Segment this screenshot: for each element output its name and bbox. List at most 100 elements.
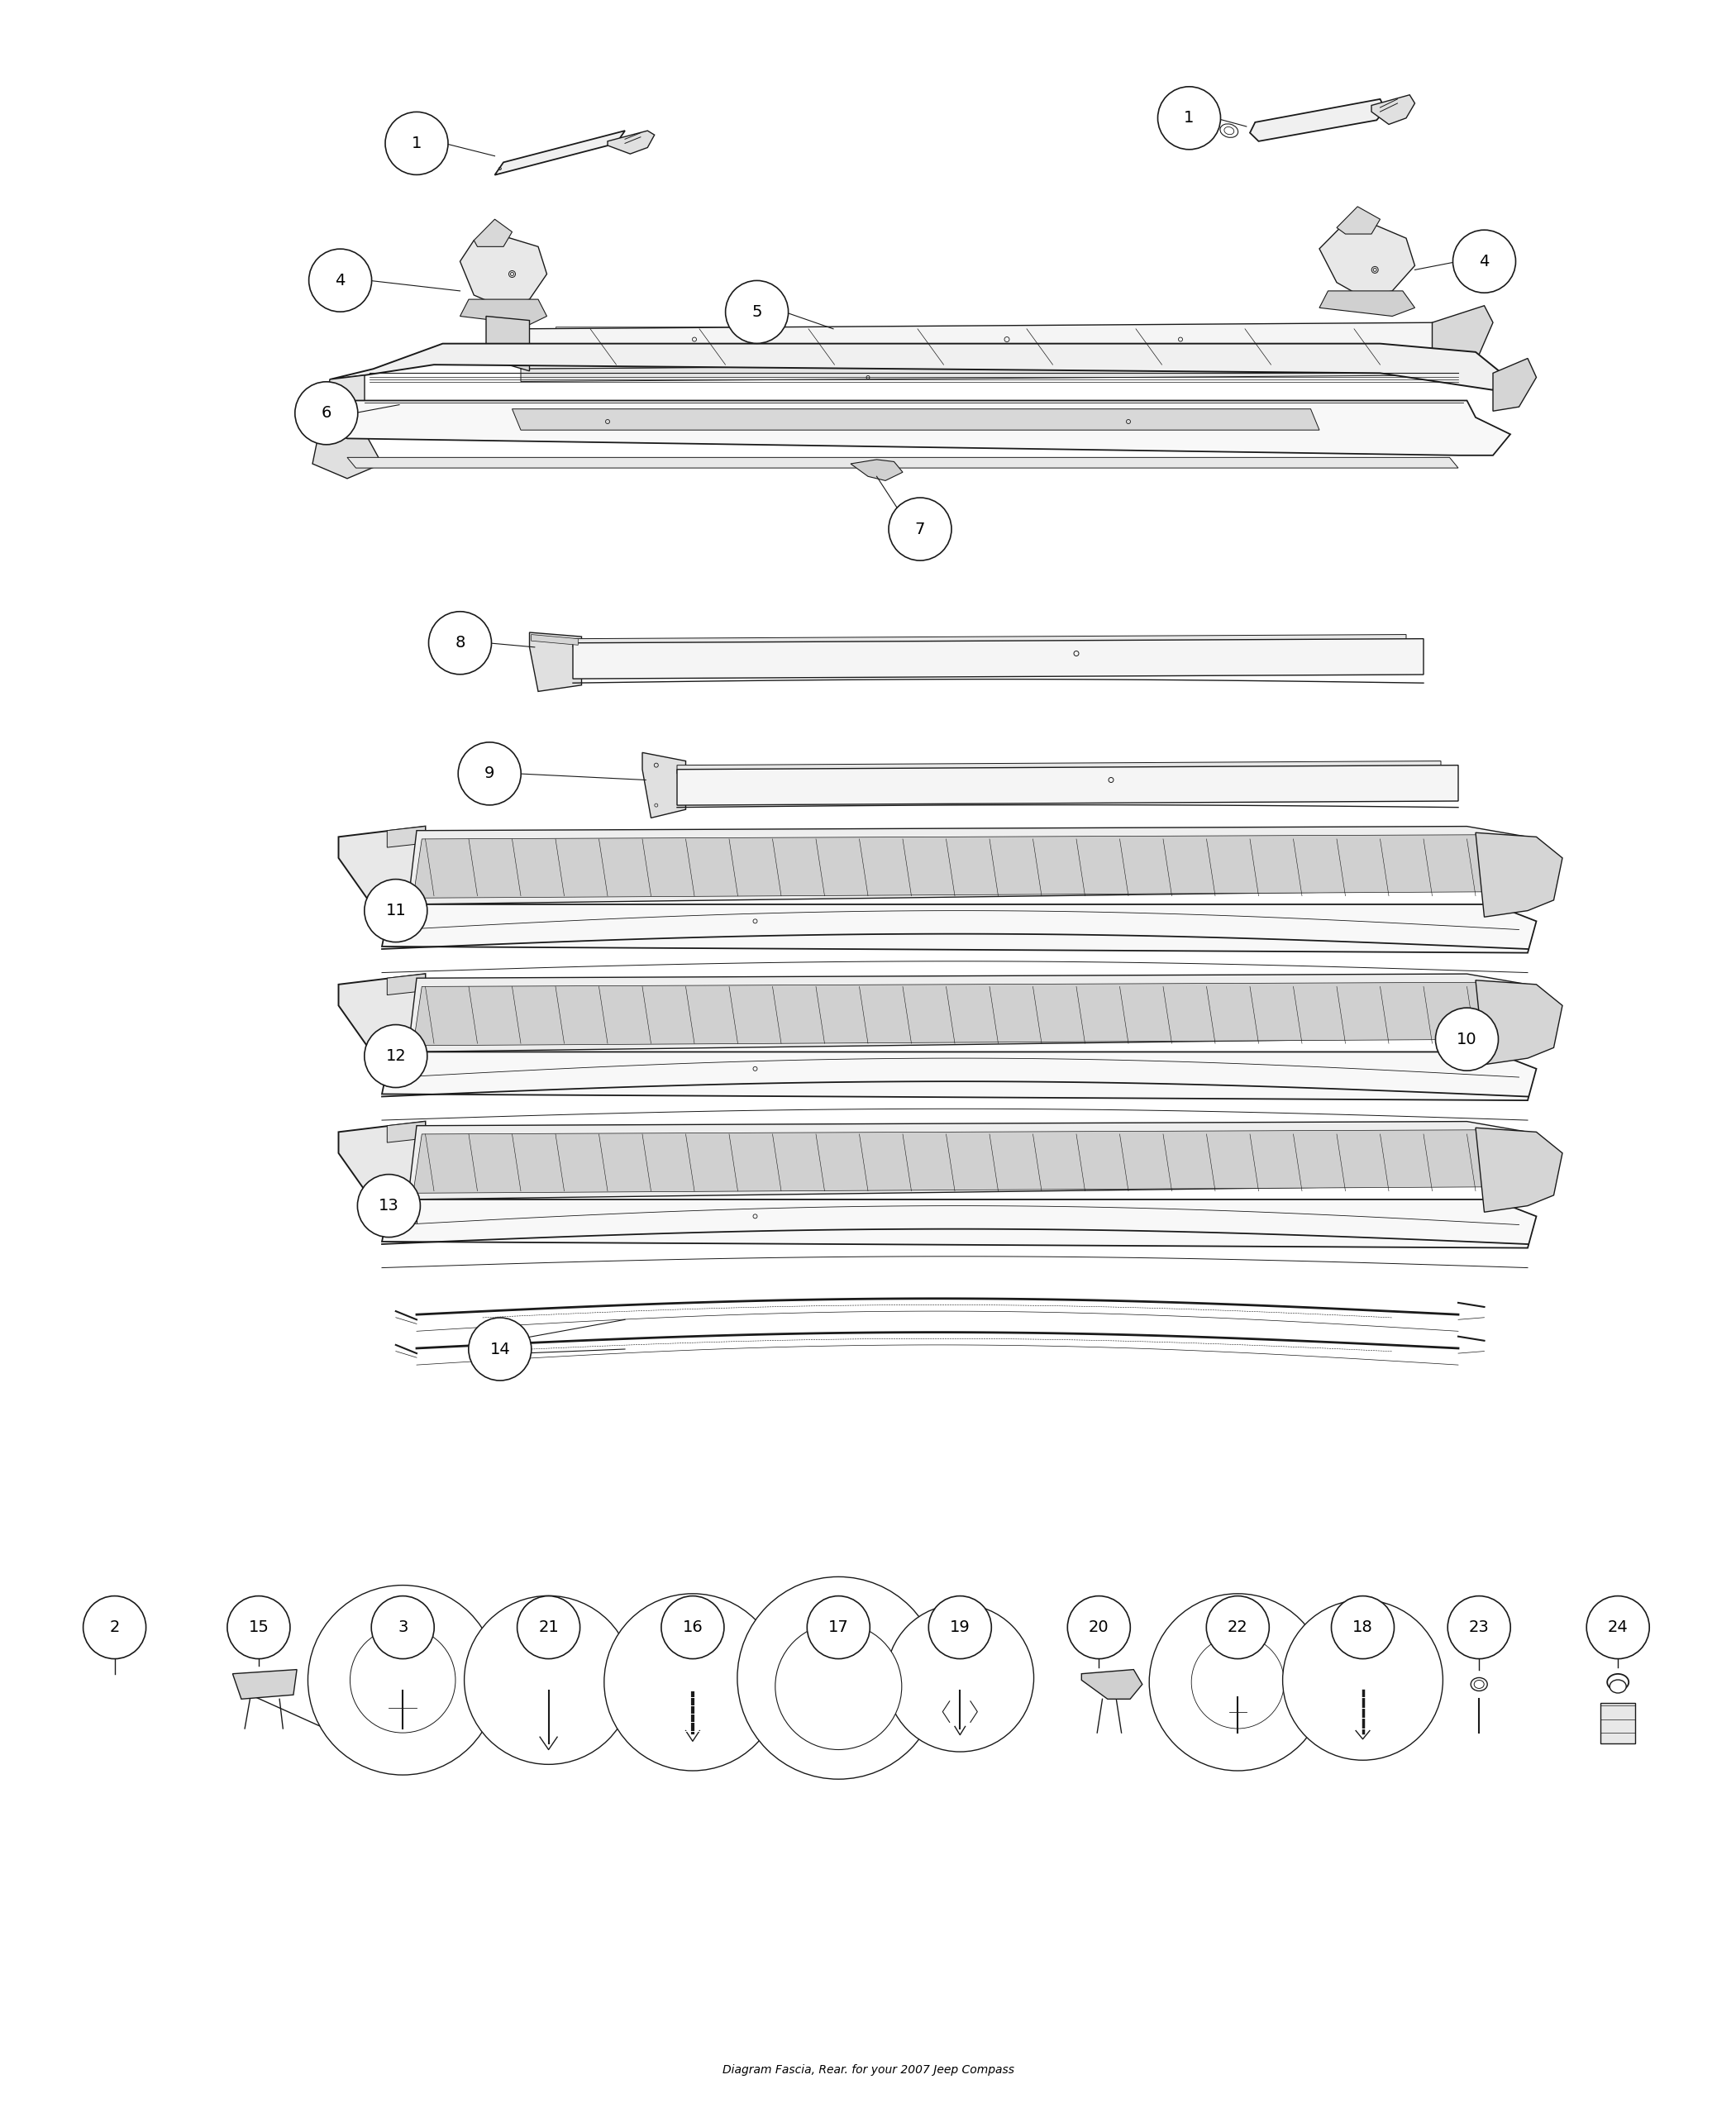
- Circle shape: [738, 1577, 939, 1779]
- Polygon shape: [413, 982, 1519, 1046]
- Text: 4: 4: [335, 272, 345, 289]
- Text: 6: 6: [321, 405, 332, 422]
- Text: 14: 14: [490, 1341, 510, 1358]
- Text: 24: 24: [1608, 1619, 1628, 1636]
- Text: 17: 17: [828, 1619, 849, 1636]
- Circle shape: [464, 1596, 634, 1764]
- Text: 1: 1: [411, 135, 422, 152]
- Polygon shape: [573, 635, 1406, 647]
- Circle shape: [469, 1318, 531, 1381]
- Polygon shape: [382, 904, 1536, 953]
- Polygon shape: [1371, 95, 1415, 124]
- Circle shape: [365, 879, 427, 942]
- Circle shape: [1068, 1596, 1130, 1659]
- Ellipse shape: [1470, 1678, 1488, 1691]
- Polygon shape: [460, 236, 547, 308]
- Text: 20: 20: [1088, 1619, 1109, 1636]
- Text: 3: 3: [398, 1619, 408, 1636]
- Polygon shape: [1082, 1670, 1142, 1699]
- Polygon shape: [460, 299, 547, 325]
- Polygon shape: [312, 422, 382, 479]
- Text: 21: 21: [538, 1619, 559, 1636]
- Polygon shape: [512, 409, 1319, 430]
- Polygon shape: [474, 219, 512, 247]
- Polygon shape: [387, 1121, 425, 1143]
- Circle shape: [807, 1596, 870, 1659]
- Polygon shape: [413, 1130, 1519, 1193]
- Circle shape: [1207, 1596, 1269, 1659]
- Polygon shape: [521, 363, 1441, 382]
- Circle shape: [365, 1024, 427, 1088]
- Polygon shape: [1432, 306, 1493, 363]
- Polygon shape: [387, 974, 425, 995]
- Circle shape: [1158, 86, 1220, 150]
- Polygon shape: [1319, 291, 1415, 316]
- Polygon shape: [642, 753, 686, 818]
- Polygon shape: [529, 632, 582, 691]
- Polygon shape: [330, 344, 1502, 390]
- Text: 10: 10: [1457, 1031, 1477, 1048]
- Text: 15: 15: [248, 1619, 269, 1636]
- Circle shape: [889, 497, 951, 561]
- Polygon shape: [233, 1670, 297, 1699]
- Polygon shape: [1493, 358, 1536, 411]
- Circle shape: [227, 1596, 290, 1659]
- Polygon shape: [521, 323, 1441, 369]
- Circle shape: [372, 1596, 434, 1659]
- Circle shape: [295, 382, 358, 445]
- Polygon shape: [486, 316, 529, 371]
- Polygon shape: [347, 457, 1458, 468]
- Circle shape: [661, 1596, 724, 1659]
- Circle shape: [929, 1596, 991, 1659]
- Polygon shape: [1250, 99, 1385, 141]
- Polygon shape: [339, 974, 425, 1079]
- Text: 22: 22: [1227, 1619, 1248, 1636]
- Text: 13: 13: [378, 1197, 399, 1214]
- Circle shape: [1587, 1596, 1649, 1659]
- Text: 11: 11: [385, 902, 406, 919]
- Circle shape: [776, 1623, 901, 1750]
- Circle shape: [1436, 1008, 1498, 1071]
- Circle shape: [1332, 1596, 1394, 1659]
- Circle shape: [1283, 1600, 1443, 1760]
- Polygon shape: [1476, 980, 1562, 1065]
- Polygon shape: [413, 835, 1519, 898]
- Polygon shape: [408, 974, 1528, 1052]
- Polygon shape: [1601, 1703, 1635, 1743]
- Text: 16: 16: [682, 1619, 703, 1636]
- Polygon shape: [677, 765, 1458, 805]
- Circle shape: [429, 611, 491, 675]
- Polygon shape: [408, 1121, 1528, 1199]
- Polygon shape: [1337, 207, 1380, 234]
- Circle shape: [83, 1596, 146, 1659]
- Polygon shape: [556, 327, 1424, 331]
- Polygon shape: [531, 635, 578, 645]
- Polygon shape: [408, 826, 1528, 904]
- Text: 19: 19: [950, 1619, 970, 1636]
- Polygon shape: [382, 1052, 1536, 1100]
- Circle shape: [604, 1594, 781, 1771]
- Circle shape: [307, 1585, 498, 1775]
- Circle shape: [1453, 230, 1516, 293]
- Polygon shape: [1476, 1128, 1562, 1212]
- Text: 12: 12: [385, 1048, 406, 1065]
- Text: 5: 5: [752, 304, 762, 320]
- Ellipse shape: [1608, 1674, 1628, 1691]
- Polygon shape: [851, 460, 903, 481]
- Circle shape: [726, 280, 788, 344]
- Circle shape: [458, 742, 521, 805]
- Polygon shape: [573, 639, 1424, 679]
- Polygon shape: [382, 1199, 1536, 1248]
- Polygon shape: [677, 761, 1441, 774]
- Circle shape: [1149, 1594, 1326, 1771]
- Text: 4: 4: [1479, 253, 1489, 270]
- Text: 7: 7: [915, 521, 925, 538]
- Text: 18: 18: [1352, 1619, 1373, 1636]
- Polygon shape: [339, 826, 425, 932]
- Text: 8: 8: [455, 635, 465, 651]
- Polygon shape: [339, 1121, 425, 1227]
- Polygon shape: [608, 131, 654, 154]
- Text: 23: 23: [1469, 1619, 1489, 1636]
- Circle shape: [385, 112, 448, 175]
- Circle shape: [1448, 1596, 1510, 1659]
